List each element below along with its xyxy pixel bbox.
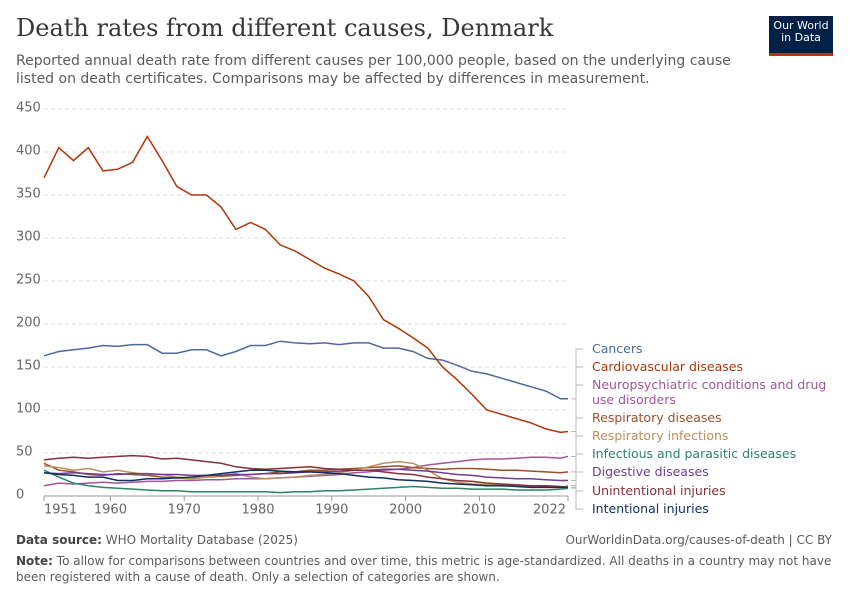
line-label[interactable]: Respiratory infections	[592, 428, 729, 443]
x-tick-label: 2010	[463, 503, 496, 518]
subtitle: Reported annual death rate from differen…	[16, 53, 731, 87]
logo[interactable]: Our World in Data	[769, 16, 833, 56]
x-tick-label: 1970	[168, 503, 201, 518]
y-tick-label: 350	[16, 187, 41, 202]
series-line	[43, 135, 569, 434]
x-tick-label: 1951	[44, 503, 77, 518]
series-line	[43, 455, 569, 487]
label-connector	[571, 384, 583, 457]
y-tick-label: 250	[16, 273, 41, 288]
source-label: Data source:	[16, 533, 102, 547]
line-label[interactable]: Intentional injuries	[592, 501, 709, 516]
logo-text[interactable]: Our World in Data	[773, 19, 829, 44]
label-connector	[571, 435, 583, 487]
x-tick-label: 1990	[315, 503, 348, 518]
x-tick-label: 2000	[389, 503, 422, 518]
label-connector	[571, 471, 583, 482]
series-line	[43, 340, 568, 400]
series-line	[43, 460, 569, 489]
title: Death rates from different causes, Denma…	[16, 14, 554, 42]
line-label[interactable]: Cancers	[592, 341, 643, 356]
source-text[interactable]: WHO Mortality Database (2025)	[105, 533, 298, 547]
y-tick-label: 100	[16, 402, 41, 417]
url[interactable]: OurWorldinData.org/causes-of-death | CC …	[565, 533, 832, 547]
label-connector	[571, 486, 583, 510]
line-label[interactable]: Unintentional injuries	[592, 483, 726, 498]
y-tick-label: 400	[16, 144, 41, 159]
y-tick-label: 150	[16, 359, 41, 374]
line-label[interactable]: Neuropsychiatric conditions and drug use…	[592, 377, 827, 407]
x-tick-label: 1980	[241, 503, 274, 518]
x-tick-label: 1960	[94, 503, 127, 518]
note-label: Note:	[16, 554, 53, 568]
x-tick-label: 2022	[533, 503, 566, 518]
line-label[interactable]: Digestive diseases	[592, 464, 709, 479]
series-line	[43, 469, 569, 494]
note: Note: To allow for comparisons between c…	[16, 553, 836, 585]
line-label[interactable]: Cardiovascular diseases	[592, 359, 743, 374]
line-label[interactable]: Infectious and parasitic diseases	[592, 446, 797, 461]
y-tick-label: 450	[16, 101, 41, 116]
note-text: To allow for comparisons between countri…	[16, 554, 832, 584]
label-connector	[571, 453, 583, 489]
label-connector	[571, 348, 583, 400]
series-line	[43, 454, 569, 489]
source: Data source: WHO Mortality Database (202…	[16, 533, 298, 547]
y-tick-label: 300	[16, 230, 41, 245]
series-line	[43, 462, 569, 480]
y-tick-label: 0	[16, 488, 24, 503]
line-label[interactable]: Respiratory diseases	[592, 410, 722, 425]
series-line	[43, 469, 568, 489]
y-tick-label: 50	[16, 445, 33, 460]
y-tick-label: 200	[16, 316, 41, 331]
label-connector	[571, 417, 583, 473]
